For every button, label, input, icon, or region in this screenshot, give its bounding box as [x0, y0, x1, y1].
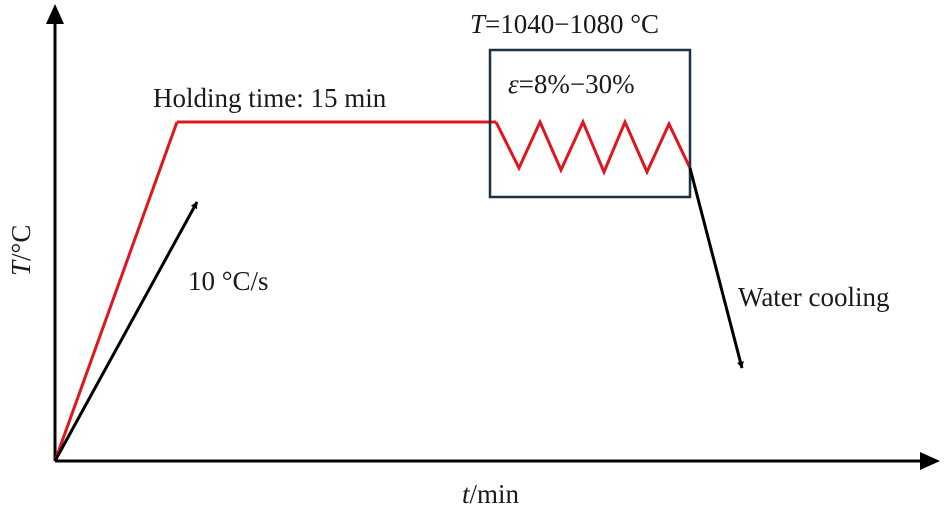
- x-axis-unit: /min: [470, 479, 520, 509]
- x-axis-arrowhead: [920, 452, 940, 470]
- heating-rate-arrow: [53, 201, 199, 462]
- y-axis-label: T/°C: [6, 225, 36, 276]
- temperature-range-label: T=1040−1080 °C: [470, 9, 659, 39]
- strain-range-value: =8%−30%: [519, 69, 635, 99]
- deformation-zigzag-segment: [494, 118, 692, 176]
- y-axis-symbol: T: [6, 259, 36, 276]
- heating-rate-label: 10 °C/s: [188, 266, 269, 296]
- y-axis-arrowhead: [46, 4, 64, 24]
- water-cooling-arrow: [688, 167, 744, 369]
- strain-symbol: ε: [508, 69, 519, 99]
- x-axis-label: t/min: [462, 479, 520, 509]
- temperature-range-value: =1040−1080 °C: [485, 9, 659, 39]
- x-axis-symbol: t: [462, 479, 471, 509]
- deformation-window-box: [488, 48, 692, 199]
- strain-range-label: ε=8%−30%: [508, 69, 635, 99]
- heating-ramp-segment: [53, 121, 179, 462]
- temperature-symbol: T: [470, 9, 487, 39]
- holding-time-label: Holding time: 15 min: [153, 83, 387, 113]
- water-cooling-label: Water cooling: [738, 282, 890, 312]
- y-axis-unit: /°C: [6, 225, 36, 261]
